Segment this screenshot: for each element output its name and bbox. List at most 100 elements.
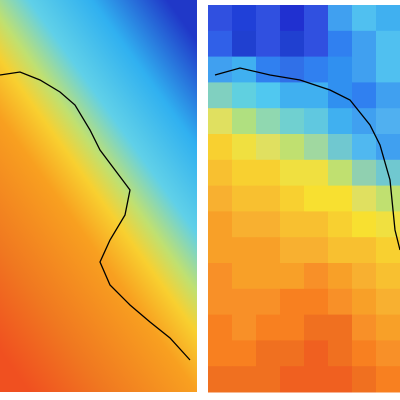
grid-cell [256,263,281,290]
grid-cell [232,237,257,264]
grid-cell [280,108,305,135]
coastline [214,67,400,251]
grid-cell [376,366,400,393]
grid-cell [328,288,353,316]
grid-cell [256,288,281,316]
grid-cell [352,134,377,161]
grid-cell [256,108,281,135]
grid-cell [352,30,377,58]
grid-cell [232,314,257,341]
grid-cell [304,5,329,32]
grid-cell [280,340,305,367]
grid-cell [304,108,329,135]
grid-cell [232,185,257,212]
grid-cell [376,134,400,161]
grid-cell [304,340,329,367]
grid-cell [208,56,233,83]
grid-cell [328,314,353,341]
grid-cell [352,185,377,212]
grid-cell [256,30,281,58]
grid-cell [280,237,305,264]
grid-cell [208,185,233,212]
grid-cell [208,263,233,290]
grid-cell [352,82,377,109]
grid-cell [328,366,353,393]
grid-cell [256,159,281,187]
grid-cell [328,159,353,187]
grid-cell [304,366,329,393]
grid-cell [280,159,305,187]
grid-cell [328,5,353,32]
grid-cell [208,237,233,264]
grid-cell [376,5,400,32]
grid-cell [232,211,257,238]
grid-cell [352,263,377,290]
grid-cell [304,56,329,83]
grid-cell [304,30,329,58]
coastline [0,71,191,361]
grid-cell [256,82,281,109]
grid-cell [232,5,257,32]
grid-cell [352,5,377,32]
grid-cell [232,263,257,290]
grid-cell [256,366,281,393]
grid-cell [376,56,400,83]
grid-cell [304,263,329,290]
grid-cell [232,340,257,367]
right-panel [208,5,400,393]
grid-cell [352,314,377,341]
grid-cell [280,288,305,316]
grid-cell [232,366,257,393]
grid-cell [328,263,353,290]
grid-cell [280,5,305,32]
grid-cell [304,314,329,341]
grid-cell [328,185,353,212]
grid-cell [376,263,400,290]
grid-cell [208,108,233,135]
grid-cell [208,5,233,32]
grid-cell [232,288,257,316]
grid-cell [376,185,400,212]
grid-cell [208,366,233,393]
grid-cell [256,56,281,83]
grid-cell [304,288,329,316]
grid-cell [256,340,281,367]
grid-cell [328,237,353,264]
grid-cell [280,314,305,341]
grid-cell [280,82,305,109]
grid-cell [304,211,329,238]
grid-cell [352,56,377,83]
grid-cell [352,288,377,316]
grid-cell [328,340,353,367]
grid-cell [352,211,377,238]
grid-cell [304,185,329,212]
high-res-field [0,0,197,392]
grid-cell [376,108,400,135]
grid-cell [208,288,233,316]
grid-cell [208,82,233,109]
grid-cell [280,134,305,161]
grid-cell [304,159,329,187]
grid-cell [232,30,257,58]
grid-cell [232,82,257,109]
grid-cell [208,340,233,367]
grid-cell [208,30,233,58]
grid-cell [304,82,329,109]
grid-cell [352,340,377,367]
grid-cell [328,56,353,83]
grid-cell [376,82,400,109]
grid-cell [304,237,329,264]
grid-cell [376,340,400,367]
grid-cell [328,108,353,135]
grid-cell [256,237,281,264]
grid-cell [328,30,353,58]
grid-cell [256,5,281,32]
grid-cell [352,366,377,393]
grid-cell [232,159,257,187]
grid-cell [256,185,281,212]
grid-cell [208,211,233,238]
grid-cell [208,134,233,161]
grid-cell [280,366,305,393]
grid-cell [280,185,305,212]
